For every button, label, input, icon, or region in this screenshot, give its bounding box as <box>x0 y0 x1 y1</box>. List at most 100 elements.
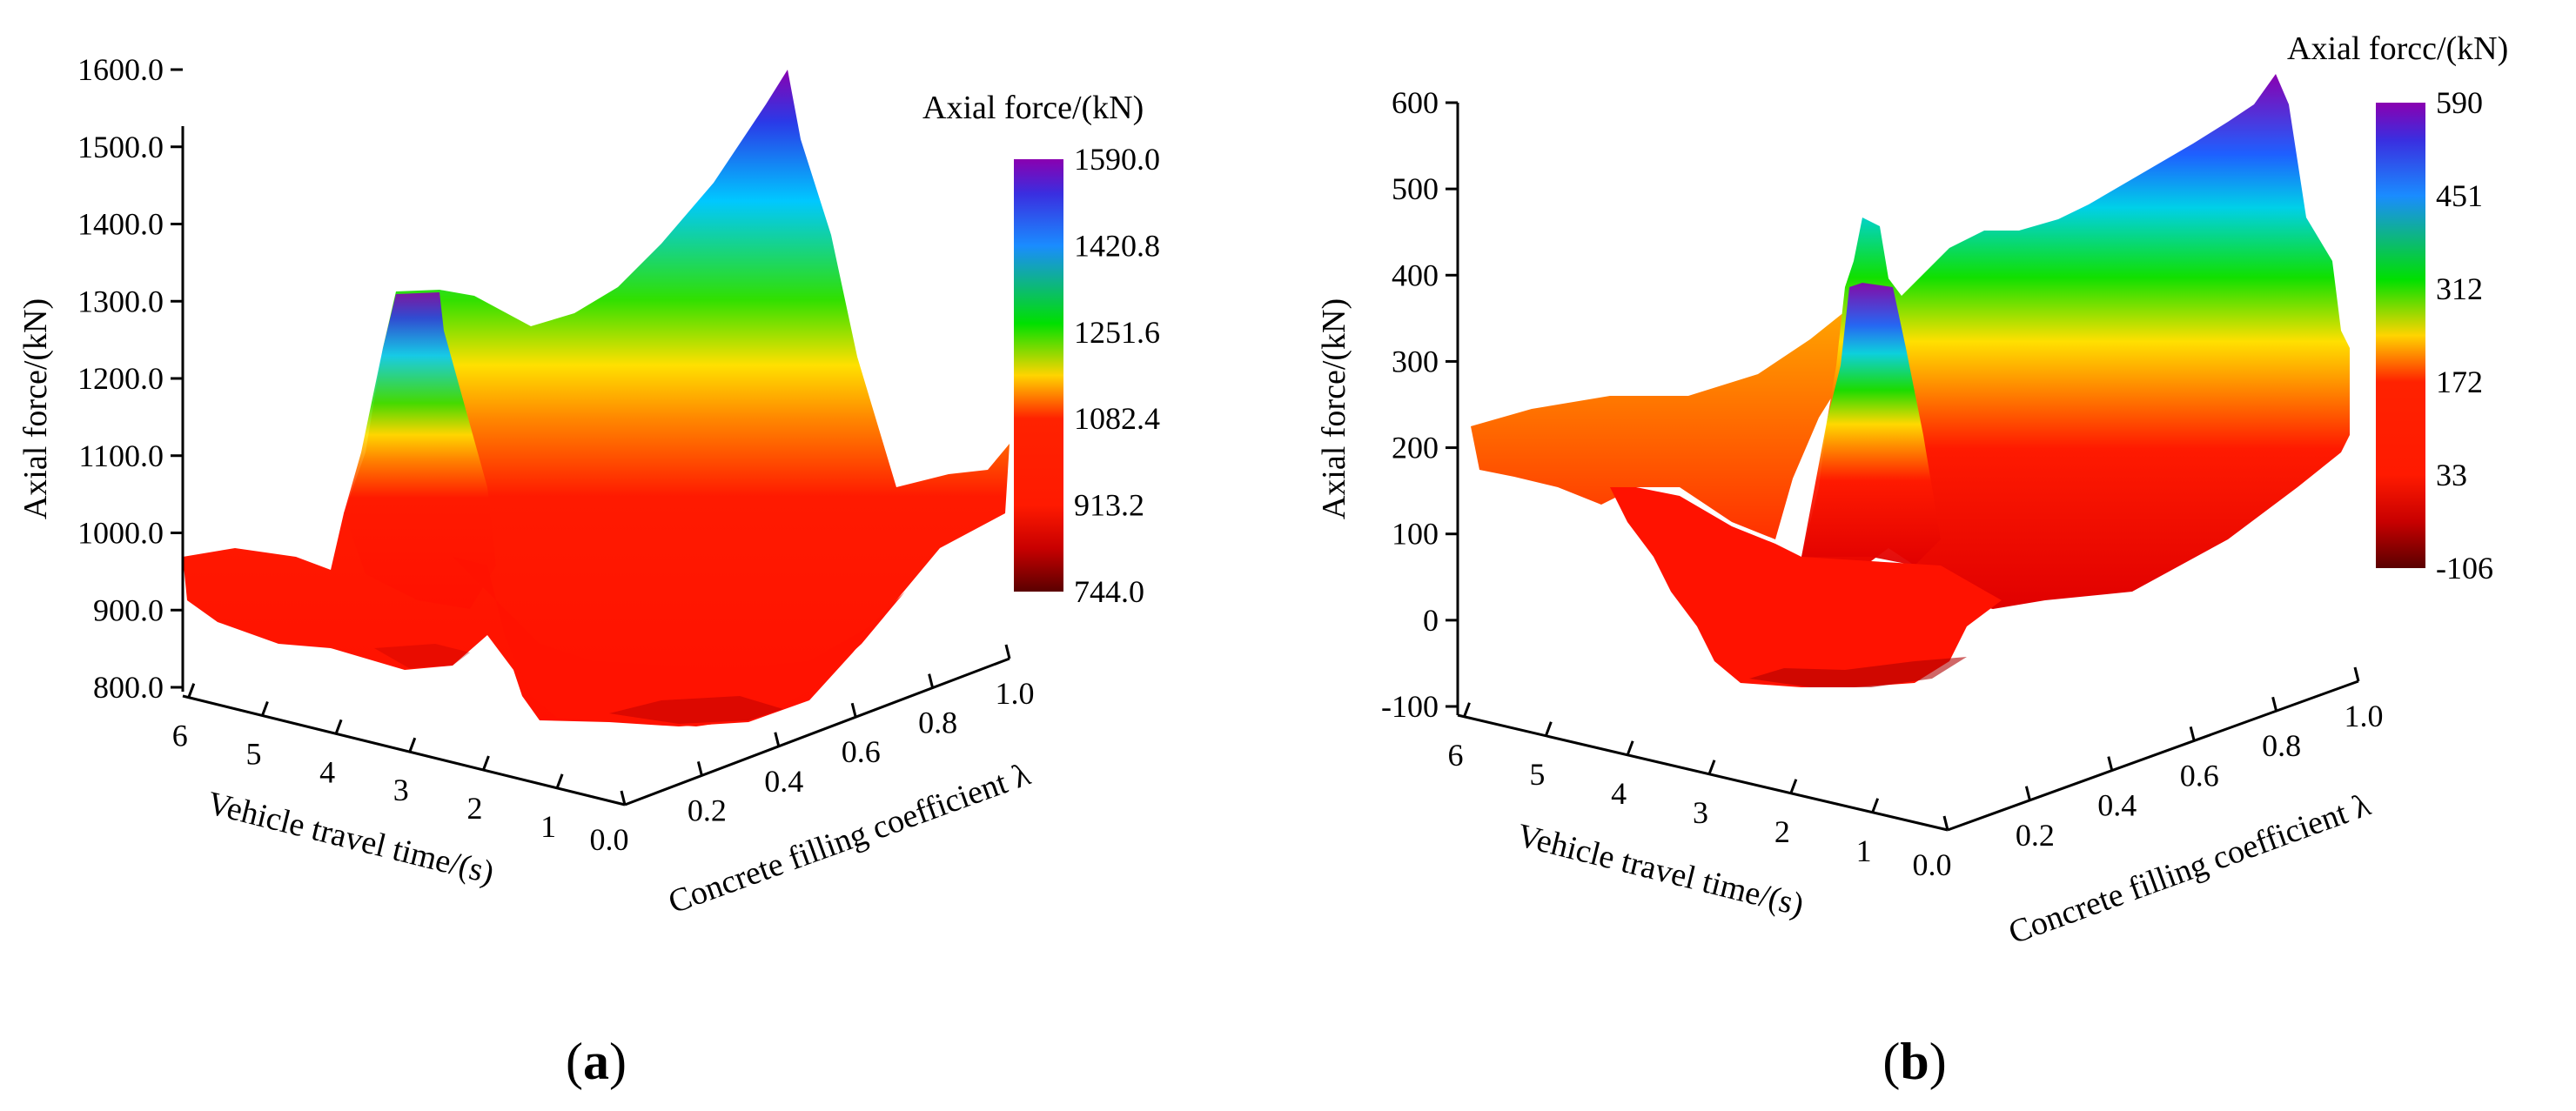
y-tick-mark <box>2353 666 2360 682</box>
x-tick-label: 6 <box>1448 738 1464 773</box>
y-tick-label: 0.4 <box>764 764 803 799</box>
surface-b-front <box>1610 487 2002 687</box>
colorbar-tick-label: 451 <box>2436 178 2483 213</box>
y-tick-label: 0.2 <box>688 793 727 827</box>
z-ticks-b: -100 0 100 200 300 400 500 600 <box>1381 85 1458 724</box>
panel-a: 800.0 900.0 1000.0 1100.0 1200.0 1300.0 1400.0… <box>17 52 1160 1090</box>
colorbar-tick-label: 1251.6 <box>1074 315 1160 350</box>
x-tick-label: 4 <box>1611 776 1627 811</box>
y-tick-label: 0.6 <box>2180 758 2219 793</box>
y-tick-label: 0.8 <box>918 706 957 740</box>
x-tick-label: 5 <box>245 737 261 772</box>
x-tick-label: 2 <box>466 791 482 826</box>
colorbar-title-a: Axial force/(kN) <box>922 90 1144 126</box>
y-tick-label: 0.0 <box>590 822 629 857</box>
y-tick-label: 1.0 <box>996 676 1035 711</box>
colorbar-ticks-b: 590 451 312 172 33 -106 <box>2436 85 2493 586</box>
y-tick-mark <box>850 702 857 718</box>
y-tick-mark <box>2024 786 2031 801</box>
x-tick-mark <box>334 719 343 734</box>
z-tick-label: 1200.0 <box>77 361 164 396</box>
x-tick-label: 3 <box>393 773 409 807</box>
y-tick-label: 0.4 <box>2097 788 2137 823</box>
z-tick-label: 1100.0 <box>78 438 164 473</box>
z-tick-label: -100 <box>1381 689 1439 724</box>
surface-b-left-wing <box>1471 287 1880 539</box>
surface-b-ridge <box>1801 283 1941 566</box>
y-tick-mark <box>2107 756 2114 771</box>
x-tick-label: 2 <box>1774 814 1790 849</box>
x-axis-label-a: Vehicle travel time/(s) <box>204 785 498 891</box>
colorbar-tick-label: 1082.4 <box>1074 401 1160 436</box>
y-axis-label-a: Concrete filling coefficient λ <box>664 756 1036 921</box>
x-tick-mark <box>482 755 490 771</box>
x-ticks-a: 6 5 4 3 2 1 <box>172 683 564 844</box>
x-axis-line-a <box>182 694 626 806</box>
colorbar-title-b: Axial forcc/(kN) <box>2287 30 2508 67</box>
z-tick-label: 600 <box>1392 85 1439 120</box>
axes-b <box>1456 103 2359 832</box>
y-tick-mark <box>1004 644 1011 659</box>
x-tick-label: 6 <box>172 719 188 753</box>
y-ticks-b: 0.0 0.2 0.4 0.6 0.8 1.0 <box>1913 666 2384 882</box>
z-tick-label: 1000.0 <box>77 516 164 551</box>
x-tick-mark <box>408 737 417 753</box>
colorbar-tick-label: 1420.8 <box>1074 228 1160 263</box>
colorbar-tick-label: 913.2 <box>1074 488 1144 523</box>
y-tick-label: 0.8 <box>2262 728 2301 763</box>
surface-a-left-dark <box>374 644 470 668</box>
z-tick-label: 100 <box>1392 517 1439 552</box>
y-tick-mark <box>696 761 703 776</box>
x-tick-mark <box>1871 798 1880 813</box>
axes-a <box>181 126 1010 806</box>
y-tick-label: 0.6 <box>842 734 881 769</box>
colorbar-tick-label: -106 <box>2436 551 2493 586</box>
y-tick-mark <box>774 732 781 747</box>
x-tick-mark <box>1626 740 1634 756</box>
panel-b: -100 0 100 200 300 400 500 600 6 5 4 3 2 1 0.0 0.2 0.4… <box>1316 30 2508 1090</box>
x-tick-label: 1 <box>1856 833 1872 868</box>
surface-a-bottom-dark <box>609 696 783 724</box>
z-tick-label: 1300.0 <box>77 284 164 318</box>
surface-b-main <box>1801 74 2350 609</box>
surface-plot-a <box>183 70 1010 726</box>
x-tick-mark <box>1463 702 1471 718</box>
x-tick-mark <box>1789 779 1798 794</box>
x-tick-mark <box>1544 721 1553 737</box>
colorbar-tick-label: 590 <box>2436 85 2483 120</box>
z-tick-label: 400 <box>1392 258 1439 292</box>
z-tick-label: 0 <box>1423 603 1439 638</box>
y-tick-label: 0.0 <box>1913 847 1952 882</box>
x-tick-label: 1 <box>540 809 556 844</box>
z-tick-label: 1600.0 <box>77 52 164 87</box>
panel-label-b: (b) <box>1882 1033 1946 1090</box>
colorbar-gradient-a <box>1014 159 1063 592</box>
colorbar-b: Axial forcc/(kN) 590 451 312 172 33 -106 <box>2287 30 2508 586</box>
y-tick-mark <box>2271 696 2278 712</box>
x-tick-mark <box>261 700 269 717</box>
y-tick-label: 0.2 <box>2016 818 2055 853</box>
z-ticks-a: 800.0 900.0 1000.0 1100.0 1200.0 1300.0 1400.0… <box>77 52 183 705</box>
z-tick-label: 1400.0 <box>77 207 164 242</box>
x-tick-label: 4 <box>319 754 335 789</box>
x-tick-mark <box>1707 760 1716 775</box>
x-tick-mark <box>187 683 196 699</box>
y-axis-line-b <box>1947 679 2359 832</box>
x-tick-label: 5 <box>1529 757 1545 792</box>
colorbar-ticks-a: 1590.0 1420.8 1251.6 1082.4 913.2 744.0 <box>1074 142 1160 609</box>
z-axis-label-b: Axial force/(kN) <box>1316 298 1352 519</box>
x-axis-label-b: Vehicle travel time/(s) <box>1513 817 1808 923</box>
z-axis-label-a: Axial force/(kN) <box>17 298 54 519</box>
colorbar-tick-label: 1590.0 <box>1074 142 1160 177</box>
z-tick-label: 1500.0 <box>77 130 164 164</box>
colorbar-a: Axial force/(kN) 1590.0 1420.8 1251.6 1082.… <box>922 90 1160 609</box>
x-tick-label: 3 <box>1693 795 1708 830</box>
surface-a-front-shade <box>453 557 905 726</box>
z-tick-label: 500 <box>1392 171 1439 206</box>
colorbar-tick-label: 744.0 <box>1074 574 1144 609</box>
y-tick-mark <box>1942 815 1949 831</box>
surface-a-ridge <box>344 292 496 609</box>
y-tick-label: 1.0 <box>2345 699 2384 733</box>
colorbar-tick-label: 33 <box>2436 458 2467 492</box>
